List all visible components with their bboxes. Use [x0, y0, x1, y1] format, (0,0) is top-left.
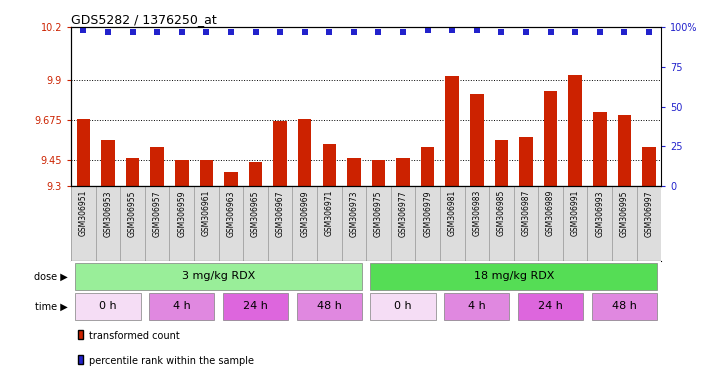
- Bar: [370, 263, 657, 290]
- Bar: [444, 293, 509, 320]
- Point: [299, 28, 311, 35]
- Point: [520, 28, 532, 35]
- Text: GSM306983: GSM306983: [472, 190, 481, 237]
- Text: percentile rank within the sample: percentile rank within the sample: [88, 356, 254, 366]
- Point: [643, 28, 655, 35]
- Point: [348, 28, 360, 35]
- Bar: [568, 75, 582, 186]
- Text: 48 h: 48 h: [612, 301, 637, 311]
- Text: 18 mg/kg RDX: 18 mg/kg RDX: [474, 271, 554, 281]
- Bar: [298, 119, 311, 186]
- Bar: [372, 160, 385, 186]
- Text: GSM306979: GSM306979: [423, 190, 432, 237]
- Bar: [224, 172, 237, 186]
- Point: [422, 27, 433, 33]
- Point: [77, 27, 89, 33]
- Text: GSM306975: GSM306975: [374, 190, 383, 237]
- Point: [201, 28, 212, 35]
- Bar: [175, 160, 188, 186]
- Bar: [273, 121, 287, 186]
- Text: 48 h: 48 h: [317, 301, 342, 311]
- Text: GSM306967: GSM306967: [276, 190, 284, 237]
- Bar: [75, 263, 362, 290]
- Bar: [618, 116, 631, 186]
- Bar: [249, 162, 262, 186]
- Bar: [470, 94, 483, 186]
- Point: [102, 28, 114, 35]
- Text: GSM306989: GSM306989: [546, 190, 555, 237]
- Bar: [495, 140, 508, 186]
- Point: [545, 28, 556, 35]
- Text: GSM306965: GSM306965: [251, 190, 260, 237]
- Bar: [75, 293, 141, 320]
- Bar: [223, 293, 288, 320]
- Point: [471, 27, 483, 33]
- Bar: [592, 293, 657, 320]
- Bar: [126, 158, 139, 186]
- Bar: [593, 112, 606, 186]
- Text: 4 h: 4 h: [468, 301, 486, 311]
- Text: GSM306959: GSM306959: [177, 190, 186, 237]
- Text: GSM306973: GSM306973: [349, 190, 358, 237]
- Text: 3 mg/kg RDX: 3 mg/kg RDX: [182, 271, 255, 281]
- Bar: [323, 144, 336, 186]
- Text: GSM306997: GSM306997: [644, 190, 653, 237]
- Text: GSM306977: GSM306977: [399, 190, 407, 237]
- Text: 24 h: 24 h: [538, 301, 563, 311]
- Text: dose ▶: dose ▶: [34, 271, 68, 281]
- Bar: [642, 147, 656, 186]
- Bar: [544, 91, 557, 186]
- Bar: [149, 293, 214, 320]
- Bar: [296, 293, 362, 320]
- Point: [594, 28, 606, 35]
- Text: GSM306987: GSM306987: [521, 190, 530, 237]
- Bar: [421, 147, 434, 186]
- Text: GSM306971: GSM306971: [325, 190, 333, 237]
- Text: GSM306953: GSM306953: [104, 190, 112, 237]
- Text: GSM306985: GSM306985: [497, 190, 506, 237]
- Text: GSM306955: GSM306955: [128, 190, 137, 237]
- Point: [274, 28, 286, 35]
- Bar: [518, 293, 583, 320]
- Text: transformed count: transformed count: [88, 331, 179, 341]
- Text: GSM306981: GSM306981: [448, 190, 456, 236]
- Point: [176, 28, 188, 35]
- Bar: [151, 147, 164, 186]
- Bar: [370, 293, 436, 320]
- Text: GSM306991: GSM306991: [571, 190, 579, 237]
- Point: [373, 28, 384, 35]
- Text: GSM306995: GSM306995: [620, 190, 629, 237]
- Text: GDS5282 / 1376250_at: GDS5282 / 1376250_at: [71, 13, 217, 26]
- Bar: [347, 158, 360, 186]
- Text: GSM306963: GSM306963: [226, 190, 235, 237]
- Bar: [396, 158, 410, 186]
- Text: 24 h: 24 h: [243, 301, 268, 311]
- Text: GSM306961: GSM306961: [202, 190, 211, 237]
- Text: 0 h: 0 h: [99, 301, 117, 311]
- Bar: [519, 137, 533, 186]
- Bar: [101, 140, 114, 186]
- Text: GSM306993: GSM306993: [595, 190, 604, 237]
- Text: time ▶: time ▶: [35, 301, 68, 311]
- Point: [447, 27, 458, 33]
- Text: 4 h: 4 h: [173, 301, 191, 311]
- Point: [225, 28, 237, 35]
- Text: GSM306951: GSM306951: [79, 190, 88, 237]
- Point: [496, 28, 507, 35]
- Point: [619, 28, 630, 35]
- Point: [151, 28, 163, 35]
- Text: 0 h: 0 h: [394, 301, 412, 311]
- Bar: [446, 76, 459, 186]
- Point: [250, 28, 261, 35]
- Bar: [200, 160, 213, 186]
- Point: [324, 28, 335, 35]
- Bar: [77, 119, 90, 186]
- Point: [570, 28, 581, 35]
- Point: [127, 28, 138, 35]
- Text: GSM306969: GSM306969: [300, 190, 309, 237]
- Text: GSM306957: GSM306957: [153, 190, 161, 237]
- Point: [397, 28, 409, 35]
